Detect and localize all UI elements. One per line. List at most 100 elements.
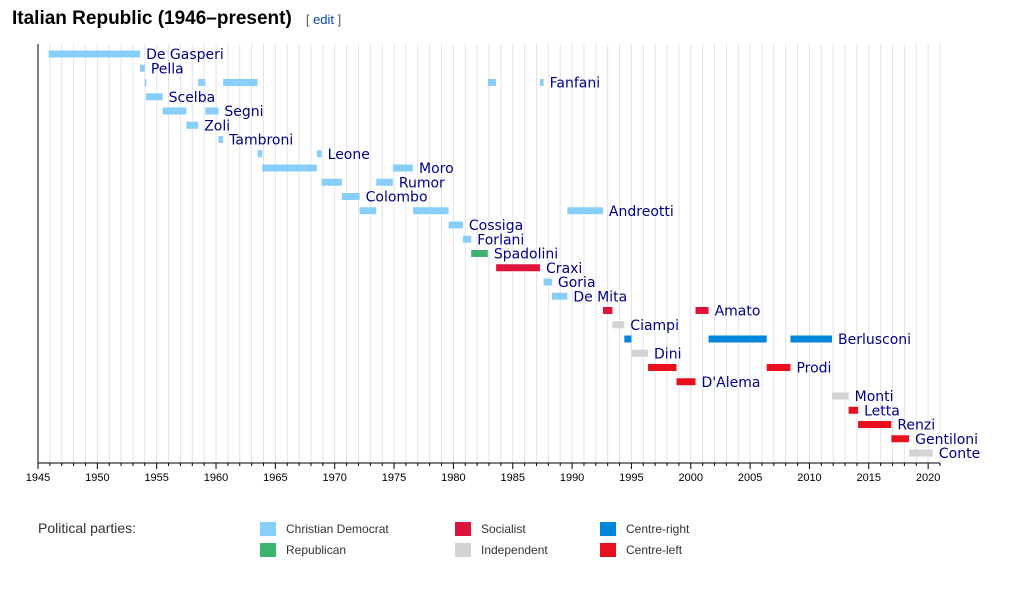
pm-label: Colombo [366,190,428,206]
x-tick-label: 2015 [857,472,881,484]
term-bar [186,121,199,129]
x-tick-label: 2000 [679,472,703,484]
term-bar [612,321,625,329]
legend-swatch [600,543,616,557]
pm-label: Zoli [204,118,230,134]
x-tick-label: 1975 [382,472,406,484]
x-tick-label: 1980 [441,472,465,484]
legend-title: Political parties: [38,520,137,536]
x-tick-label: 1985 [500,472,524,484]
term-bar [316,150,322,158]
term-bar [257,150,263,158]
term-bar [648,364,677,371]
legend-item-centre-left: Centre-left [600,543,682,557]
term-bar [487,79,497,86]
edit-bracket-open: [ [305,12,310,27]
x-tick-label: 1970 [322,472,346,484]
pm-label: Fanfani [550,76,601,92]
year-gridlines [49,44,941,463]
x-tick-label: 2020 [916,472,940,484]
term-bar [790,335,832,343]
pm-label: Segni [224,104,263,120]
pm-label: Letta [864,403,900,419]
x-tick-label: 1995 [619,472,643,484]
pm-label: Gentiloni [915,432,978,448]
x-tick-label: 1965 [263,472,287,484]
term-bar [496,264,541,272]
term-bar [448,221,463,229]
legend-item-republican: Republican [260,543,346,557]
term-bar [262,164,317,172]
term-bar [223,79,258,86]
legend-swatch [455,522,471,536]
term-bar [676,378,696,386]
pm-label: Monti [855,389,894,405]
term-bar [218,136,224,143]
edit-bracket-close: ] [337,12,342,27]
pm-label: Prodi [796,361,831,377]
term-bar [624,335,632,343]
legend-label: Christian Democrat [286,522,389,536]
term-bar [567,207,603,215]
pm-label: Amato [715,304,761,320]
pm-label: Rumor [399,175,445,191]
legend-swatch [260,543,276,557]
term-bar [321,178,342,186]
party-legend: Political parties: Christian Democrat So… [38,518,1018,578]
legend-label: Independent [481,543,548,557]
x-tick-label: 2010 [797,472,821,484]
pm-label: Moro [419,161,454,177]
x-tick-label: 1950 [85,472,109,484]
x-tick-label: 1990 [560,472,584,484]
pm-label: Forlani [477,232,524,248]
term-bar [392,164,414,172]
term-bar [205,107,219,115]
pm-label: De Gasperi [146,47,224,63]
term-bar [695,307,709,314]
term-bar [146,93,163,101]
term-bar [376,178,393,186]
term-bar [462,235,472,243]
pm-label: Craxi [546,261,582,277]
term-bar [848,406,859,414]
pm-label: Ciampi [630,318,679,334]
term-bar [766,364,791,371]
term-bar [858,421,892,428]
term-bar [543,278,552,286]
term-bar [602,307,613,314]
pm-label: Renzi [897,418,935,434]
legend-item-centre-right: Centre-right [600,522,689,536]
term-bar [162,107,187,115]
edit-section: [ edit ] [306,12,341,27]
x-tick-label: 1960 [204,472,228,484]
legend-label: Republican [286,543,347,557]
pm-label: Berlusconi [838,332,911,348]
legend-item-socialist: Socialist [455,522,526,536]
pm-label: Spadolini [494,247,558,263]
term-bar [631,349,649,357]
legend-item-christian-democrat: Christian Democrat [260,522,389,536]
legend-label: Centre-right [626,522,690,536]
pm-label: Andreotti [609,204,674,220]
term-bar [413,207,449,215]
x-tick-label: 2005 [738,472,762,484]
legend-swatch [260,522,276,536]
section-title: Italian Republic (1946–present) [12,8,292,29]
pm-label: D'Alema [702,375,761,391]
term-bar [144,79,147,86]
pm-label: Pella [151,61,184,77]
term-bar [708,335,767,343]
edit-link[interactable]: edit [313,12,335,27]
term-bar [471,250,488,257]
term-bar [341,193,360,200]
term-bar [359,207,377,215]
term-bars [48,50,933,457]
term-bar [140,64,145,72]
pm-label: Scelba [169,90,216,106]
legend-label: Centre-left [626,543,683,557]
pm-label: Dini [654,346,681,362]
pm-label: Cossiga [469,218,523,234]
legend-swatch [455,543,471,557]
